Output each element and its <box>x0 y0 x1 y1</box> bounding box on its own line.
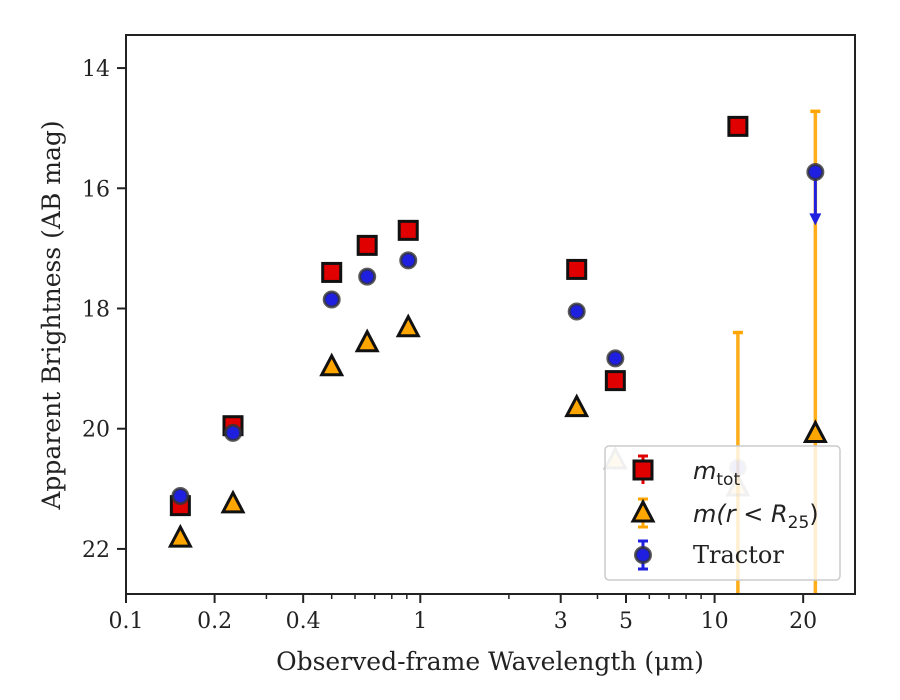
y-tick-label: 16 <box>82 177 110 202</box>
upper-limit-arrow <box>809 213 822 226</box>
x-tick-label: 3 <box>554 609 568 634</box>
legend-label-subscript: 25 <box>788 513 810 533</box>
x-axis-label: Observed-frame Wavelength (μm) <box>276 647 704 676</box>
y-axis-label: Apparent Brightness (AB mag) <box>37 120 66 510</box>
x-tick-label: 5 <box>619 609 633 634</box>
y-tick-label: 18 <box>82 297 110 322</box>
triangle-marker <box>630 498 656 523</box>
x-tick-label: 20 <box>789 609 817 634</box>
circle-marker <box>567 302 586 321</box>
square-marker <box>356 234 378 256</box>
y-tick-label: 14 <box>82 57 110 82</box>
circle-marker <box>322 290 341 309</box>
legend-label-subscript: tot <box>716 470 740 490</box>
circle-marker <box>358 267 377 286</box>
triangle-marker <box>167 523 193 548</box>
square-marker <box>632 459 654 481</box>
circle-marker <box>224 423 243 442</box>
triangle-marker <box>802 419 828 444</box>
circle-marker <box>171 487 190 506</box>
legend-box <box>604 445 841 581</box>
triangle-marker <box>395 313 421 338</box>
circle-marker <box>399 251 418 270</box>
legend-label: Tractor <box>693 541 784 569</box>
x-tick-label: 0.1 <box>109 609 144 634</box>
circle-marker <box>634 546 652 564</box>
circle-marker <box>806 163 825 182</box>
triangle-marker <box>319 352 345 377</box>
square-marker <box>727 115 749 137</box>
square-marker <box>604 370 626 392</box>
triangle-marker <box>564 393 590 418</box>
y-tick-label: 22 <box>82 538 110 563</box>
square-marker <box>566 258 588 280</box>
triangle-marker <box>354 328 380 353</box>
square-marker <box>397 219 419 241</box>
circle-marker <box>606 349 625 368</box>
x-tick-label: 0.2 <box>197 609 232 634</box>
legend-label-end: ) <box>809 500 818 528</box>
legend-label: m(r < R25) <box>693 500 819 533</box>
triangle-marker <box>220 489 246 514</box>
x-tick-label: 10 <box>701 609 729 634</box>
y-tick-label: 20 <box>82 418 110 443</box>
x-tick-label: 0.4 <box>286 609 321 634</box>
x-tick-label: 1 <box>413 609 427 634</box>
square-marker <box>321 261 343 283</box>
plot-frame <box>125 34 856 595</box>
axes: 0.1 0.2 0.4 1 3 5 10 20 14 16 18 20 22 <box>82 34 856 634</box>
